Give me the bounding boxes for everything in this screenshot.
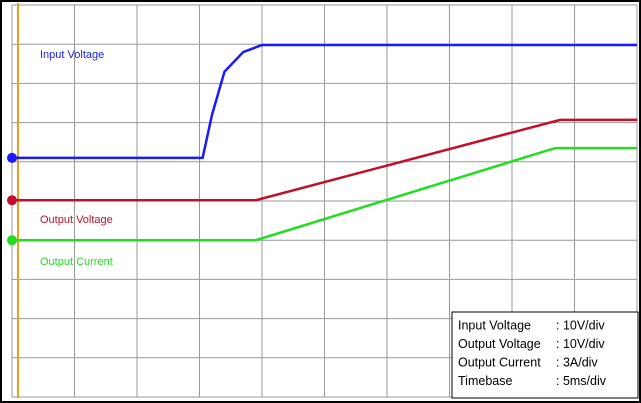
setting-label: Output Current — [458, 355, 541, 369]
trace-label: Output Current — [40, 256, 113, 268]
setting-value: : 5ms/div — [556, 374, 607, 388]
setting-value: : 3A/div — [556, 355, 598, 369]
trace-label: Input Voltage — [40, 49, 104, 61]
trace — [12, 43, 637, 160]
trace — [12, 118, 637, 202]
setting-label: Output Voltage — [458, 337, 541, 351]
settings-box — [451, 311, 639, 399]
level-marker — [7, 152, 17, 163]
trace-label: Output Voltage — [40, 214, 113, 226]
level-marker — [7, 235, 17, 246]
setting-value: : 10V/div — [556, 337, 605, 351]
level-marker — [7, 195, 17, 206]
trace — [12, 146, 637, 242]
setting-value: : 10V/div — [556, 318, 605, 332]
setting-label: Timebase — [458, 374, 512, 388]
setting-label: Input Voltage — [458, 318, 531, 332]
